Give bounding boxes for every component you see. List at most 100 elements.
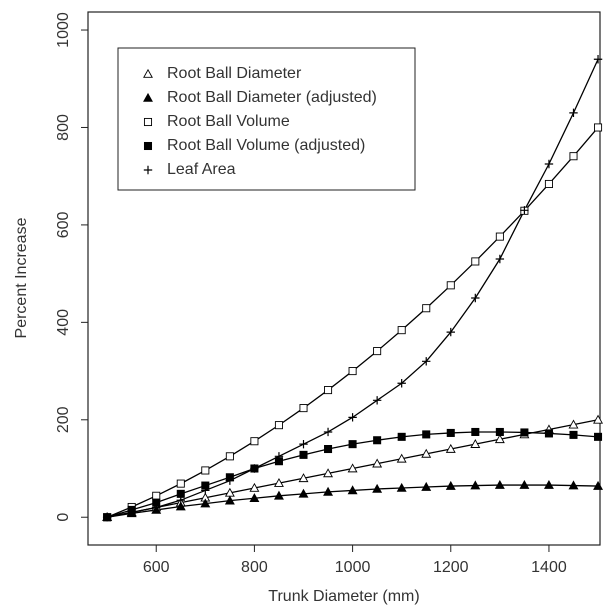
point — [127, 508, 136, 517]
legend-marker — [143, 92, 153, 102]
legend-box — [117, 47, 416, 191]
point — [250, 437, 259, 446]
point — [569, 108, 578, 118]
point — [494, 434, 505, 444]
point — [273, 477, 284, 487]
point — [568, 480, 579, 490]
point — [470, 480, 481, 490]
legend-marker — [143, 117, 153, 127]
point — [347, 485, 358, 495]
y-tick-label: 1000 — [55, 12, 72, 48]
point — [373, 436, 382, 445]
point — [324, 386, 333, 395]
point — [519, 479, 530, 489]
point — [422, 357, 431, 366]
point — [225, 476, 235, 485]
point — [471, 257, 480, 266]
point — [446, 281, 455, 290]
point — [323, 427, 333, 437]
point — [396, 453, 407, 463]
point — [594, 123, 603, 132]
point — [298, 473, 309, 483]
point — [274, 421, 283, 430]
point — [249, 493, 260, 503]
point — [299, 439, 308, 449]
point — [445, 443, 456, 453]
point — [544, 179, 553, 189]
point — [299, 404, 308, 413]
point — [543, 479, 554, 489]
point — [224, 495, 235, 505]
point — [323, 486, 334, 496]
legend-marker — [143, 141, 153, 151]
point — [422, 304, 431, 313]
point — [152, 491, 161, 500]
x-axis-label: Trunk Diameter (mm) — [268, 588, 419, 605]
legend-label: Root Ball Volume (adjusted) — [167, 137, 365, 154]
point — [446, 428, 455, 437]
y-tick-label: 200 — [55, 406, 72, 433]
point — [495, 427, 504, 436]
point — [593, 414, 604, 424]
point — [494, 479, 505, 489]
point — [324, 445, 333, 454]
point — [397, 379, 406, 388]
point — [471, 427, 480, 436]
point — [201, 466, 210, 475]
point — [470, 439, 481, 448]
point — [422, 430, 431, 439]
legend-label: Root Ball Diameter (adjusted) — [167, 89, 377, 106]
x-tick-label: 600 — [143, 559, 170, 576]
point — [445, 480, 456, 490]
legend-label: Root Ball Volume — [167, 113, 290, 130]
point — [348, 440, 357, 449]
y-tick-label: 800 — [55, 114, 72, 141]
legend-label: Leaf Area — [167, 161, 236, 178]
point — [593, 55, 603, 64]
point — [397, 432, 406, 441]
point — [520, 206, 529, 215]
x-tick-label: 1400 — [531, 559, 567, 576]
y-tick-label: 600 — [55, 211, 72, 238]
legend-label: Root Ball Diameter — [167, 65, 302, 82]
point — [569, 430, 578, 439]
point — [373, 347, 382, 356]
point — [176, 479, 185, 488]
point — [102, 513, 112, 522]
point — [299, 450, 308, 459]
y-tick-label: 400 — [55, 309, 72, 336]
point — [594, 432, 603, 441]
plot-frame — [87, 11, 601, 546]
point — [471, 293, 480, 303]
point — [372, 483, 383, 493]
point — [421, 481, 432, 491]
point — [175, 501, 186, 511]
point — [372, 458, 383, 468]
point — [225, 452, 234, 461]
legend-marker — [143, 165, 153, 175]
legend-marker — [143, 68, 153, 78]
point — [200, 498, 211, 508]
point — [544, 429, 553, 438]
point — [274, 452, 284, 461]
point — [593, 480, 604, 490]
point — [250, 464, 259, 473]
point — [569, 152, 578, 161]
point — [348, 413, 357, 422]
point — [152, 503, 161, 512]
point — [446, 327, 455, 337]
point — [495, 232, 504, 241]
point — [176, 495, 185, 505]
x-tick-label: 800 — [241, 559, 268, 576]
point — [372, 396, 382, 405]
point — [298, 488, 309, 498]
point — [396, 482, 407, 492]
point — [421, 448, 432, 458]
y-tick-label: 0 — [55, 513, 72, 522]
point — [347, 463, 358, 473]
x-tick-label: 1200 — [433, 559, 469, 576]
point — [201, 486, 210, 495]
point — [323, 468, 334, 478]
